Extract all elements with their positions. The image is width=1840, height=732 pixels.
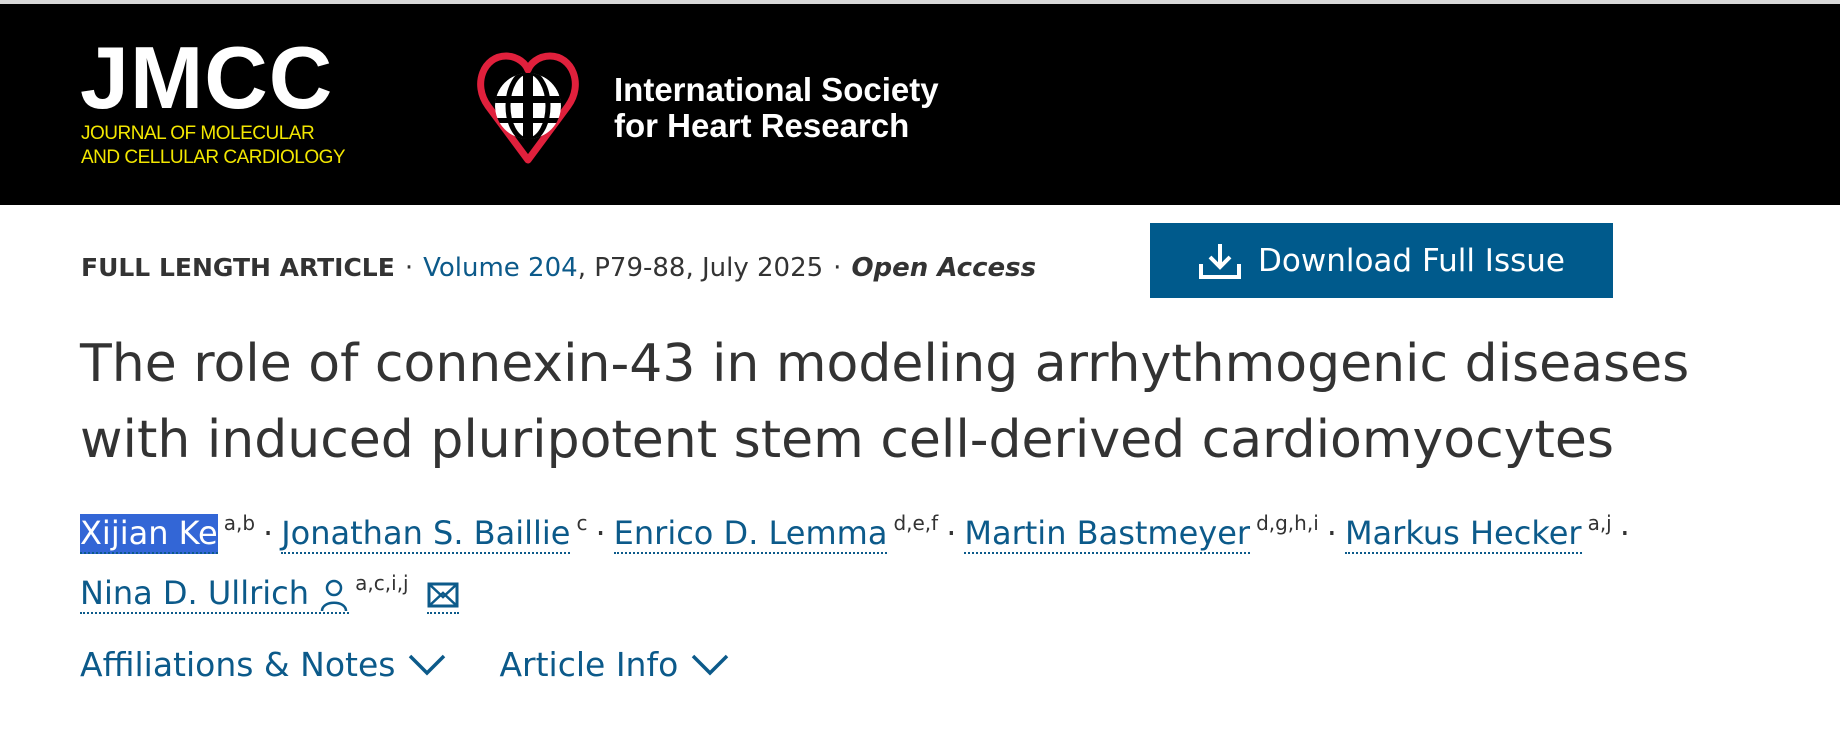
volume-link[interactable]: Volume 204 bbox=[423, 253, 578, 283]
journal-sub-line-1: JOURNAL OF MOLECULAR bbox=[81, 123, 315, 144]
browser-top-border bbox=[0, 0, 1840, 4]
separator: · bbox=[1326, 514, 1337, 552]
separator: · bbox=[595, 514, 606, 552]
author-link-corresponding[interactable]: Nina D. Ullrich bbox=[80, 574, 350, 614]
author-affiliation: a,b bbox=[223, 511, 256, 535]
author-link[interactable]: Markus Hecker bbox=[1344, 514, 1582, 554]
author-affiliation: a,j bbox=[1587, 511, 1612, 535]
author-link[interactable]: Jonathan S. Baillie bbox=[281, 514, 571, 554]
article-info-toggle[interactable]: Article Info bbox=[499, 645, 730, 684]
article-meta: FULL LENGTH ARTICLE · Volume 204, P79-88, … bbox=[81, 250, 1036, 286]
society-name[interactable]: International Society for Heart Research bbox=[614, 72, 939, 144]
separator: · bbox=[946, 514, 957, 552]
journal-sub-line-2: AND CELLULAR CARDIOLOGY bbox=[81, 147, 346, 168]
society-line-2: for Heart Research bbox=[614, 107, 910, 144]
heart-globe-icon[interactable] bbox=[476, 48, 580, 166]
journal-banner: JMCC JOURNAL OF MOLECULAR AND CELLULAR C… bbox=[0, 4, 1840, 205]
separator: · bbox=[263, 514, 274, 552]
email-link[interactable] bbox=[426, 574, 459, 614]
author-link[interactable]: Martin Bastmeyer bbox=[964, 514, 1251, 554]
toggle-label: Affiliations & Notes bbox=[80, 645, 396, 684]
article-type: FULL LENGTH ARTICLE bbox=[81, 253, 395, 282]
person-icon bbox=[320, 579, 348, 612]
author-name: Nina D. Ullrich bbox=[80, 574, 309, 612]
open-access-label: Open Access bbox=[851, 253, 1037, 283]
separator: · bbox=[404, 253, 414, 283]
author-link[interactable]: Enrico D. Lemma bbox=[613, 514, 888, 554]
download-label: Download Full Issue bbox=[1258, 242, 1565, 279]
article-title: The role of connexin-43 in modeling arrh… bbox=[80, 334, 1690, 470]
separator: · bbox=[833, 253, 842, 283]
affiliations-notes-toggle[interactable]: Affiliations & Notes bbox=[80, 645, 447, 684]
article-toggles: Affiliations & Notes Article Info bbox=[80, 645, 730, 684]
separator: · bbox=[1619, 514, 1630, 552]
society-line-1: International Society bbox=[614, 71, 939, 108]
journal-logo[interactable]: JMCC bbox=[80, 28, 334, 127]
author-list: Xijian Ke a,b · Jonathan S. Baillie c · Enrico… bbox=[80, 503, 1780, 623]
author-affiliation: c bbox=[576, 511, 588, 535]
download-icon bbox=[1199, 243, 1241, 279]
author-link[interactable]: Xijian Ke bbox=[80, 514, 218, 554]
pages-date: , P79-88, July 2025 bbox=[577, 253, 824, 283]
toggle-label: Article Info bbox=[499, 645, 679, 684]
author-affiliation: d,e,f bbox=[893, 511, 939, 535]
chevron-down-icon bbox=[409, 654, 446, 675]
chevron-down-icon bbox=[692, 654, 729, 675]
download-full-issue-button[interactable]: Download Full Issue bbox=[1150, 223, 1613, 298]
author-affiliation: d,g,h,i bbox=[1256, 511, 1319, 535]
journal-logo-subtitle: JOURNAL OF MOLECULAR AND CELLULAR CARDIO… bbox=[81, 122, 346, 170]
email-icon bbox=[427, 582, 459, 608]
author-affiliation: a,c,i,j bbox=[355, 571, 409, 595]
